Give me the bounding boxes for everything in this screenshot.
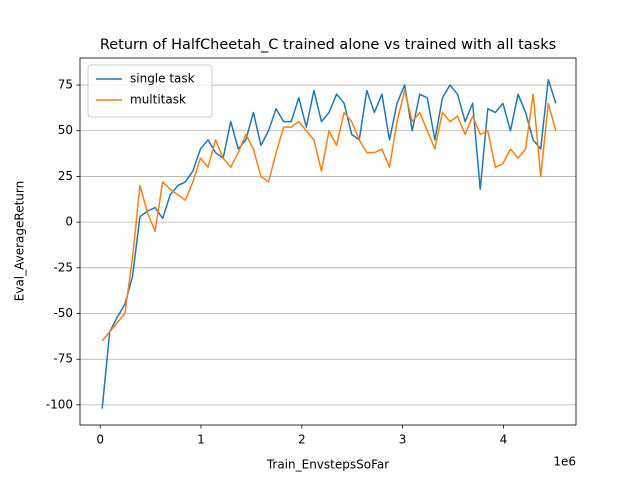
x-tick-label: 2 [298, 433, 306, 447]
axes-frame [79, 57, 577, 426]
y-axis-label: Eval_AverageReturn [13, 181, 27, 301]
y-tick-label: -100 [46, 397, 73, 411]
line-series [101, 78, 557, 409]
legend-box [87, 64, 213, 118]
x-axis-label: Train_EnvstepsSoFar [266, 458, 389, 472]
x-tick-label: 3 [399, 433, 407, 447]
x-offset-label: 1e6 [553, 455, 576, 469]
y-tick-label: 25 [58, 169, 73, 183]
y-tick-label: -50 [53, 306, 73, 320]
legend-label: multitask [130, 93, 186, 107]
y-tick-label: -25 [53, 260, 73, 274]
y-tick-label: 0 [65, 215, 73, 229]
chart-title: Return of HalfCheetah_C trained alone vs… [100, 37, 556, 53]
y-tick-label: 75 [58, 78, 73, 92]
y-tick-label: -75 [53, 352, 73, 366]
line-series [101, 89, 557, 342]
legend-label: single task [130, 72, 195, 86]
x-tick-label: 1 [197, 433, 205, 447]
x-tick-label: 0 [96, 433, 104, 447]
x-tick-label: 4 [500, 433, 508, 447]
y-tick-label: 50 [58, 123, 73, 137]
